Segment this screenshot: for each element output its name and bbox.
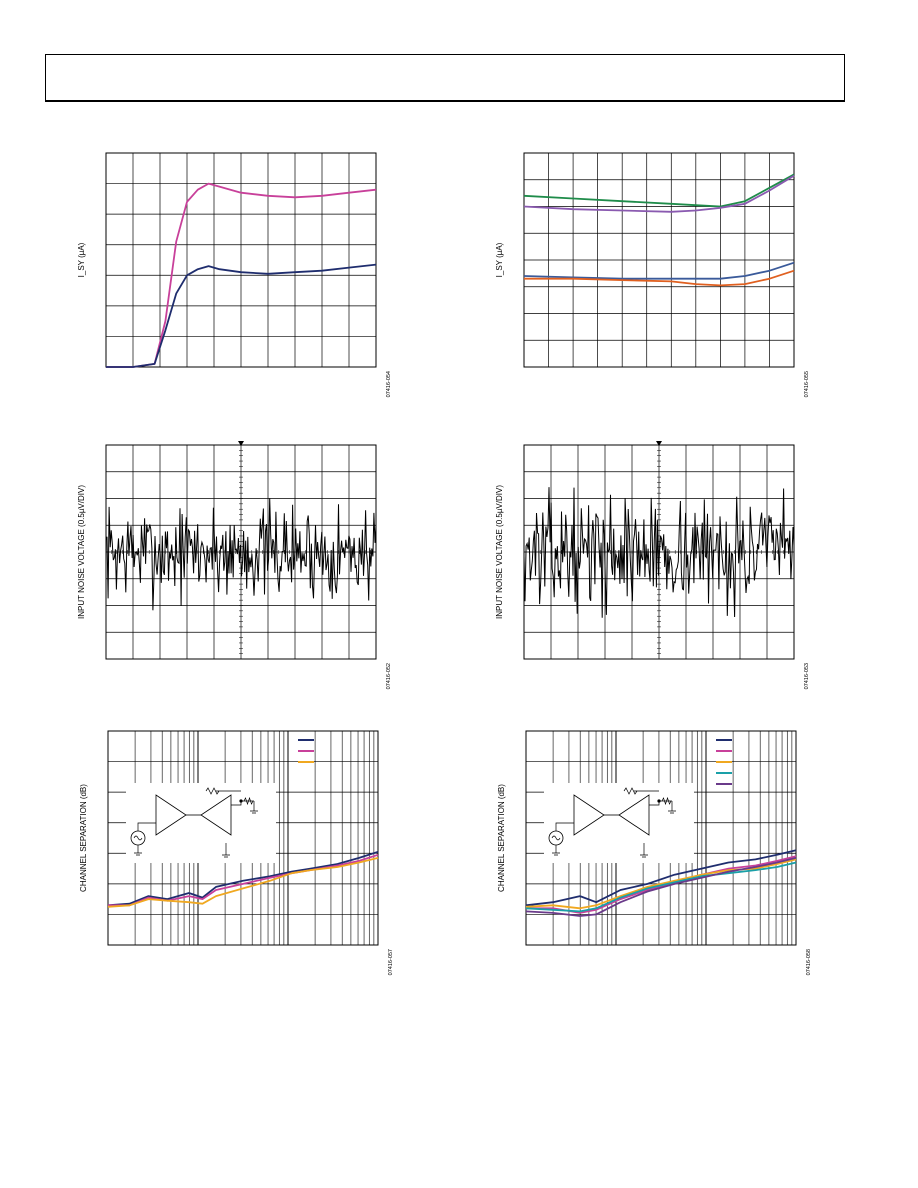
opamp-1 bbox=[155, 794, 187, 836]
noise-trace bbox=[523, 487, 795, 618]
plot-svg: I_SY (µA) 07416-055 bbox=[495, 152, 810, 397]
series-line-4 bbox=[524, 269, 795, 287]
opamp-1 bbox=[573, 794, 605, 836]
supply-current-plot-2: I_SY (µA) 07416-055 bbox=[495, 152, 810, 397]
circuit-schematic bbox=[126, 783, 276, 863]
plot-svg: INPUT NOISE VOLTAGE (0.5µV/DIV) 07416-052 bbox=[77, 441, 392, 689]
plot-svg: I_SY (µA) 07416-054 bbox=[77, 152, 392, 397]
figure-code: 07416-054 bbox=[386, 371, 392, 397]
figure-code: 07416-058 bbox=[806, 949, 812, 975]
plot-frame bbox=[525, 730, 797, 946]
series-line-1 bbox=[107, 850, 379, 907]
resistor-symbol bbox=[623, 787, 638, 795]
noise-trace bbox=[105, 498, 377, 611]
opamp-2 bbox=[618, 794, 650, 836]
figure-code: 07416-057 bbox=[388, 949, 394, 975]
series-line-5 bbox=[525, 857, 797, 917]
figure-code: 07416-055 bbox=[804, 371, 810, 397]
plot-svg: INPUT NOISE VOLTAGE (0.5µV/DIV) 07416-053 bbox=[495, 441, 810, 689]
opamp-2 bbox=[200, 794, 232, 836]
figure-code: 07416-053 bbox=[804, 663, 810, 689]
grid bbox=[105, 152, 377, 368]
series-line-2 bbox=[108, 853, 379, 907]
trigger-marker bbox=[238, 441, 244, 446]
trigger-marker bbox=[656, 441, 662, 446]
series-line-3 bbox=[525, 858, 797, 910]
resistor-symbol bbox=[205, 787, 220, 795]
plot-svg: CHANNEL SEPARATION (dB) 07416-057 bbox=[79, 730, 394, 975]
series-line-3 bbox=[107, 857, 379, 908]
input-noise-plot-1: INPUT NOISE VOLTAGE (0.5µV/DIV) 07416-052 bbox=[77, 441, 392, 689]
series-line-3 bbox=[523, 261, 795, 280]
series-line-1 bbox=[106, 182, 377, 368]
input-noise-plot-2: INPUT NOISE VOLTAGE (0.5µV/DIV) 07416-053 bbox=[495, 441, 810, 689]
plot-svg: CHANNEL SEPARATION (dB) 07416-058 bbox=[497, 730, 812, 975]
plot-frame bbox=[105, 152, 377, 368]
plot-frame bbox=[107, 730, 379, 946]
series-line-1 bbox=[523, 173, 795, 208]
y-axis-label: INPUT NOISE VOLTAGE (0.5µV/DIV) bbox=[77, 485, 86, 619]
grid bbox=[523, 152, 795, 368]
resistor-symbol bbox=[243, 796, 254, 806]
series-line-2 bbox=[106, 263, 377, 368]
y-axis-label: I_SY (µA) bbox=[495, 242, 504, 277]
page-header-box bbox=[45, 54, 845, 102]
plot-frame bbox=[523, 152, 795, 368]
supply-current-plot-1: I_SY (µA) 07416-054 bbox=[77, 152, 392, 397]
figure-code: 07416-052 bbox=[386, 663, 392, 689]
y-axis-label: CHANNEL SEPARATION (dB) bbox=[497, 784, 506, 892]
resistor-symbol bbox=[661, 796, 672, 806]
series-line-1 bbox=[525, 849, 797, 907]
series-line-4 bbox=[525, 861, 797, 913]
y-axis-label: INPUT NOISE VOLTAGE (0.5µV/DIV) bbox=[495, 485, 504, 619]
series-line-2 bbox=[523, 174, 795, 213]
channel-separation-plot-1: CHANNEL SEPARATION (dB) 07416-057 bbox=[79, 730, 394, 975]
y-axis-label: I_SY (µA) bbox=[77, 242, 86, 277]
channel-separation-plot-2: CHANNEL SEPARATION (dB) 07416-058 bbox=[497, 730, 812, 975]
circuit-schematic bbox=[544, 783, 694, 863]
y-axis-label: CHANNEL SEPARATION (dB) bbox=[79, 784, 88, 892]
